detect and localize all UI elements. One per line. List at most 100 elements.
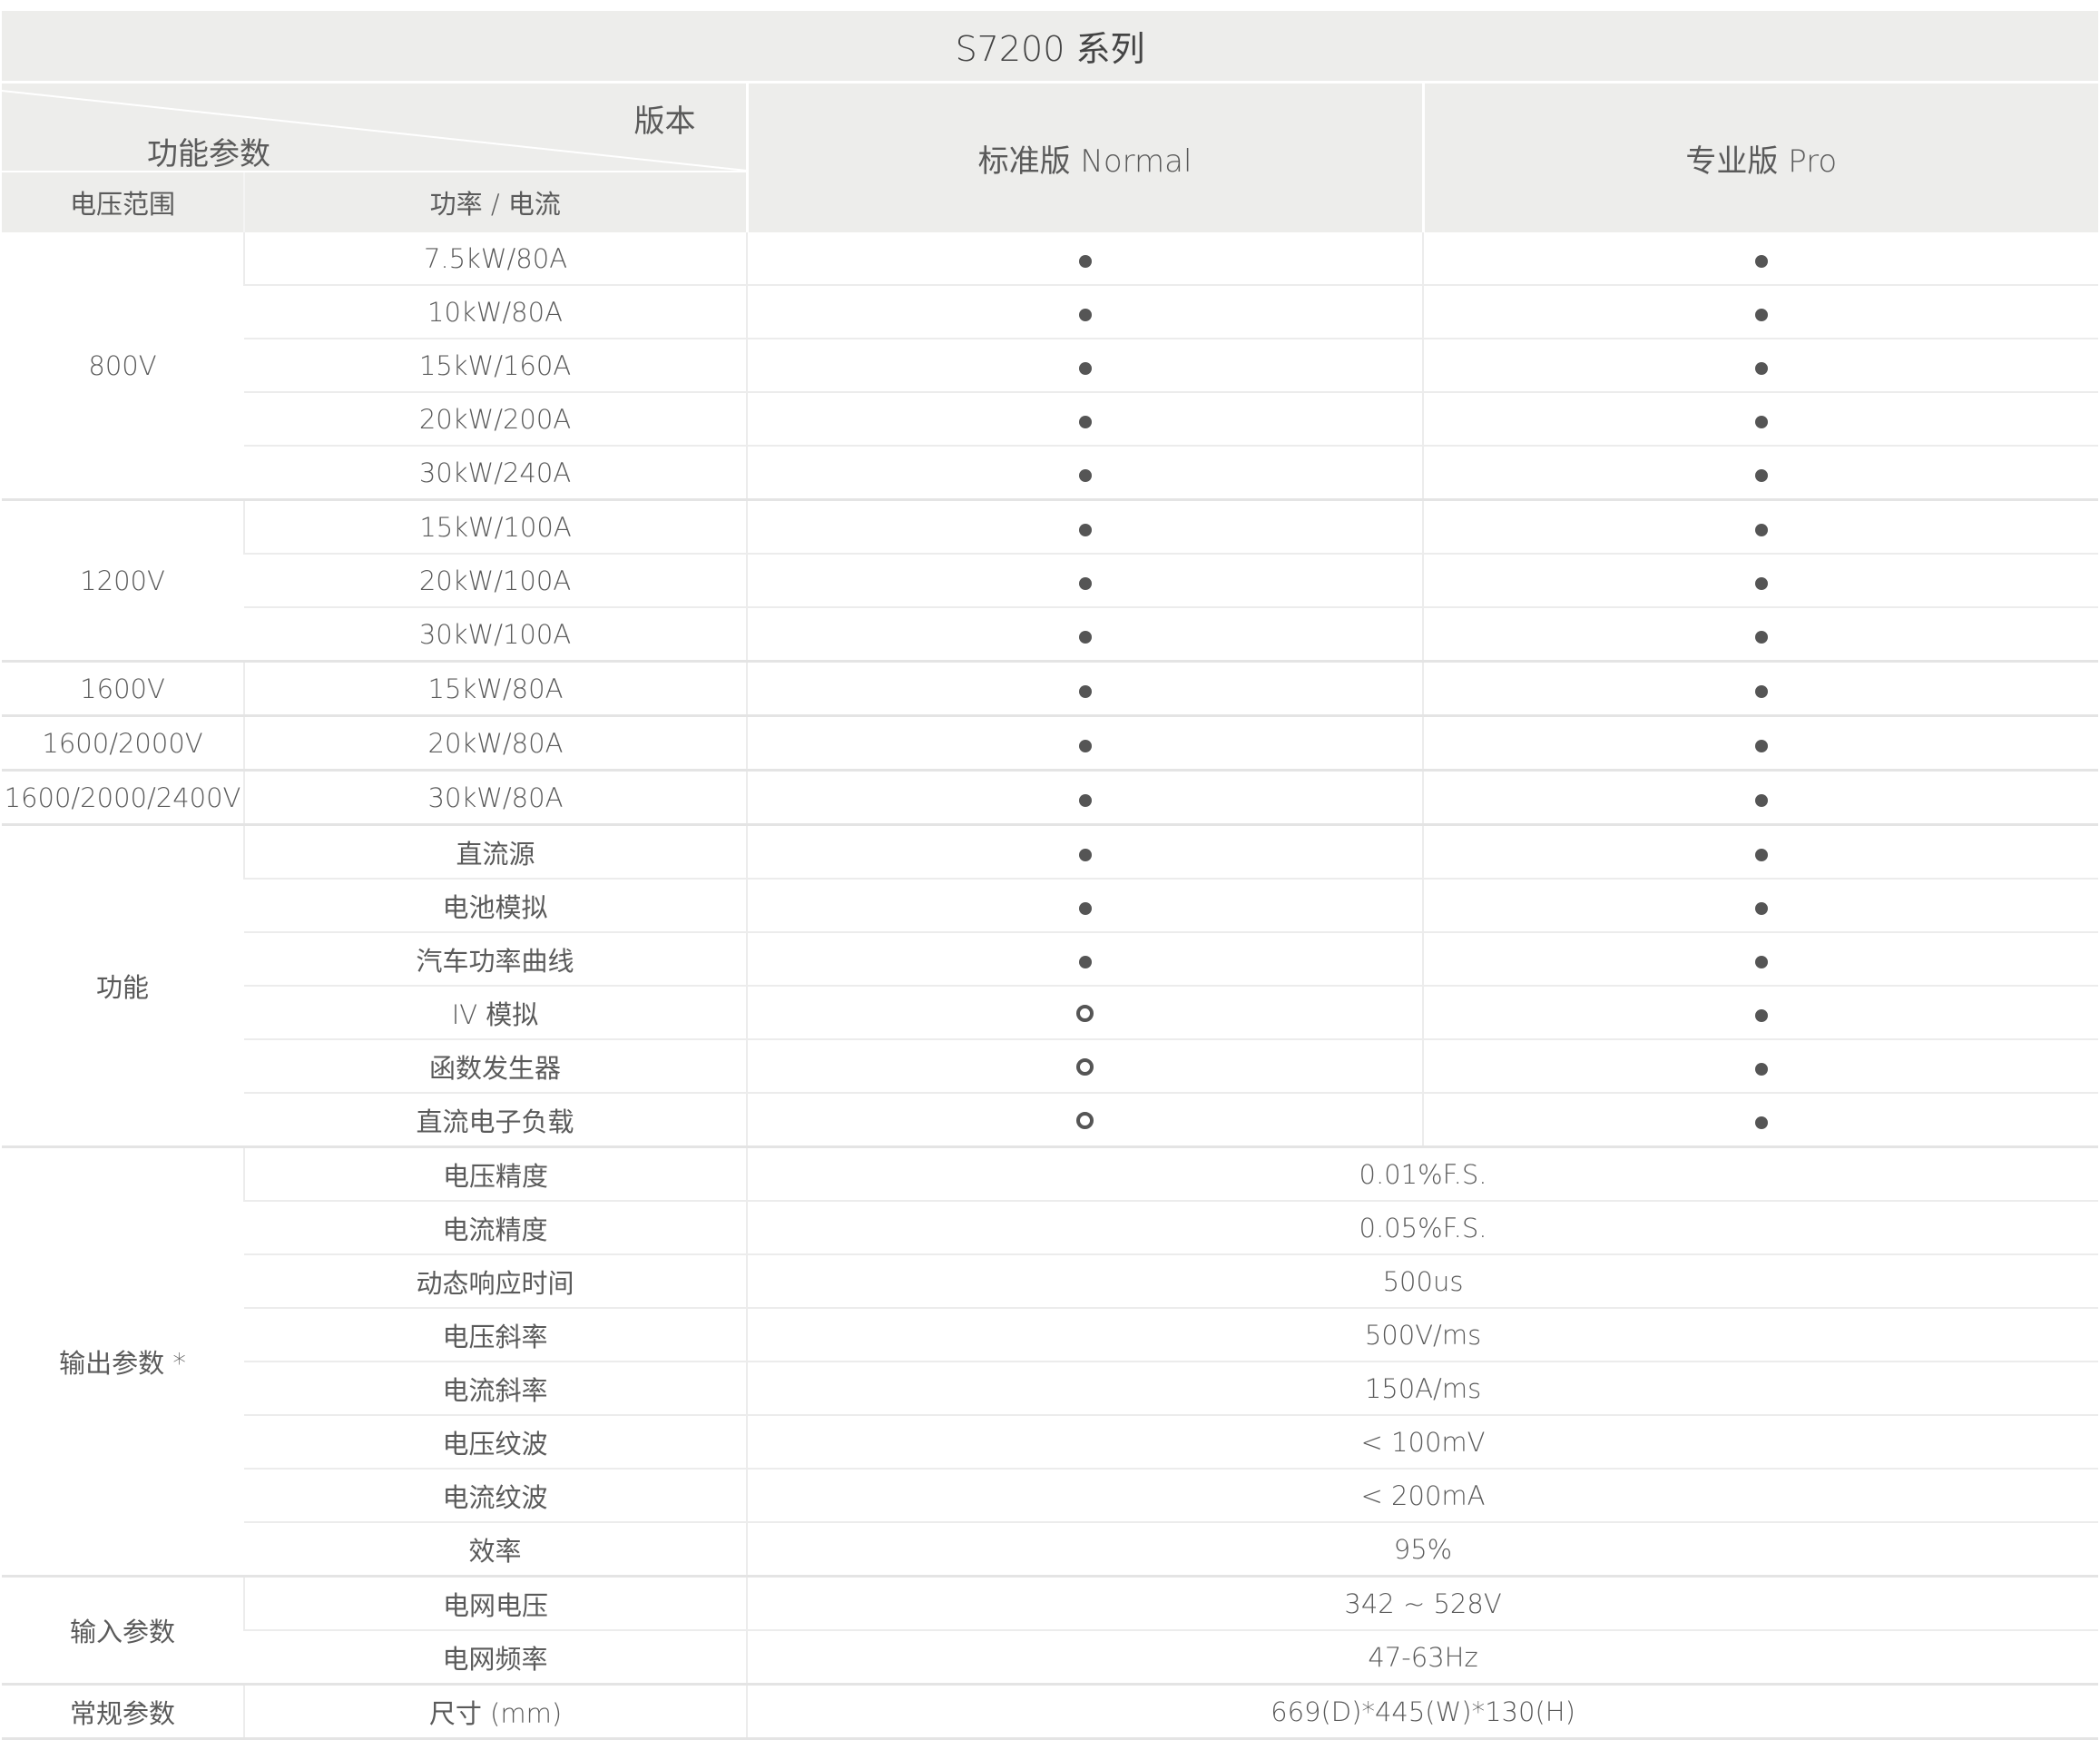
item-label: 电网频率 — [244, 1630, 747, 1686]
item-label: 7.5kW/80A — [243, 232, 747, 286]
group-label: 1600V — [2, 661, 244, 717]
table-row: 电池模拟 — [2, 879, 2099, 933]
spec-table: S7200 系列 版本 功能参数 标准版 Normal 专业版 Pro 电压范围… — [2, 11, 2099, 1740]
item-label: 尺寸 (mm) — [243, 1684, 747, 1740]
item-label: 20kW/100A — [244, 554, 747, 608]
table-row: 电压斜率 500V/ms — [2, 1308, 2099, 1362]
table-title: S7200 系列 — [2, 11, 2099, 84]
normal-support-cell — [746, 392, 1423, 447]
table-row: 1600/2000/2400V 30kW/80A — [2, 770, 2099, 826]
spec-value: 0.01%F.S. — [745, 1146, 2099, 1202]
item-label: 20kW/80A — [243, 715, 747, 772]
diagonal-header-cell: 版本 功能参数 — [2, 82, 747, 172]
item-label: 汽车功率曲线 — [244, 932, 747, 987]
table-row: 20kW/200A — [2, 392, 2099, 447]
item-label: 直流电子负载 — [244, 1093, 747, 1148]
table-row: 功能 直流源 — [2, 824, 2099, 1148]
pro-support-cell — [1421, 932, 2099, 987]
normal-support-cell — [746, 1039, 1423, 1094]
optional-ring-icon — [1076, 1111, 1094, 1129]
supported-dot-icon — [1754, 361, 1768, 375]
item-label: 10kW/80A — [244, 285, 747, 339]
pro-support-cell — [1421, 607, 2099, 663]
table-row: 电压纹波 < 100mV — [2, 1415, 2099, 1470]
pro-support-cell — [1421, 1093, 2099, 1148]
table-row: 函数发生器 — [2, 1039, 2099, 1094]
supported-dot-icon — [1078, 523, 1092, 536]
pro-support-cell — [1421, 1039, 2099, 1094]
spec-value: 47-63Hz — [745, 1630, 2099, 1686]
item-label: 电压精度 — [243, 1146, 747, 1202]
supported-dot-icon — [1754, 1008, 1768, 1022]
table-row: 1200V 15kW/100A — [2, 499, 2099, 663]
pro-support-cell — [1421, 824, 2099, 880]
table-row: 汽车功率曲线 — [2, 932, 2099, 987]
table-row: 常规参数 尺寸 (mm) 669(D)*445(W)*130(H) — [2, 1684, 2099, 1740]
item-label: 30kW/100A — [244, 607, 747, 663]
pro-support-cell — [1421, 446, 2099, 501]
pro-support-cell — [1421, 339, 2099, 393]
item-label: 电流纹波 — [244, 1469, 747, 1523]
table-row: 电流纹波 < 200mA — [2, 1469, 2099, 1523]
item-label: 30kW/240A — [244, 446, 747, 501]
normal-support-cell — [746, 932, 1423, 987]
table-row: 电流斜率 150A/ms — [2, 1362, 2099, 1416]
item-label: 函数发生器 — [244, 1039, 747, 1094]
table-row: 1600/2000V 20kW/80A — [2, 715, 2099, 772]
supported-dot-icon — [1078, 684, 1092, 698]
supported-dot-icon — [1078, 955, 1092, 968]
item-label: 15kW/160A — [244, 339, 747, 393]
item-label: 效率 — [244, 1522, 747, 1578]
normal-support-cell — [746, 986, 1423, 1040]
item-label: 动态响应时间 — [244, 1254, 747, 1309]
supported-dot-icon — [1754, 739, 1768, 752]
column-voltage-range: 电压范围 — [69, 189, 175, 220]
table-row: 1600V 15kW/80A — [2, 661, 2099, 717]
optional-ring-icon — [1076, 1004, 1094, 1022]
normal-support-cell — [746, 446, 1423, 501]
pro-support-cell — [1421, 986, 2099, 1040]
supported-dot-icon — [1754, 901, 1768, 915]
pro-support-cell — [1421, 879, 2099, 933]
group-label: 1200V — [2, 499, 244, 663]
table-row: IV 模拟 — [2, 986, 2099, 1040]
group-label: 输入参数 — [2, 1576, 244, 1686]
spec-value: 95% — [745, 1522, 2099, 1578]
spec-value: 0.05%F.S. — [745, 1201, 2099, 1255]
group-label: 功能 — [2, 824, 244, 1148]
normal-support-cell — [746, 607, 1423, 663]
supported-dot-icon — [1754, 415, 1768, 428]
version-label: 版本 — [633, 103, 696, 140]
supported-dot-icon — [1078, 576, 1092, 590]
spec-table-container: S7200 系列 版本 功能参数 标准版 Normal 专业版 Pro 电压范围… — [2, 11, 2099, 1740]
supported-dot-icon — [1754, 955, 1768, 968]
item-label: 20kW/200A — [244, 392, 747, 447]
normal-support-cell — [746, 770, 1423, 826]
table-row: 电网频率 47-63Hz — [2, 1630, 2099, 1686]
spec-value: < 100mV — [745, 1415, 2099, 1470]
item-label: 电网电压 — [243, 1576, 747, 1631]
supported-dot-icon — [1754, 848, 1768, 861]
table-row: 直流电子负载 — [2, 1093, 2099, 1148]
table-row: 10kW/80A — [2, 285, 2099, 339]
normal-support-cell — [746, 554, 1423, 608]
supported-dot-icon — [1078, 468, 1092, 482]
supported-dot-icon — [1754, 254, 1768, 268]
pro-support-cell — [1421, 232, 2099, 286]
group-label: 常规参数 — [2, 1684, 244, 1740]
table-row: 20kW/100A — [2, 554, 2099, 608]
table-row: 电流精度 0.05%F.S. — [2, 1201, 2099, 1255]
table-row: 800V 7.5kW/80A — [2, 232, 2099, 501]
normal-support-cell — [746, 879, 1423, 933]
normal-support-cell — [746, 715, 1423, 772]
supported-dot-icon — [1078, 630, 1092, 644]
normal-support-cell — [746, 499, 1423, 555]
item-label: 电池模拟 — [244, 879, 747, 933]
spec-value: 150A/ms — [745, 1362, 2099, 1416]
group-label: 输出参数 * — [2, 1146, 244, 1578]
supported-dot-icon — [1754, 630, 1768, 644]
spec-value: 342 ~ 528V — [745, 1576, 2099, 1631]
pro-support-cell — [1421, 554, 2099, 608]
table-row: 输入参数 电网电压 342 ~ 528V — [2, 1576, 2099, 1686]
supported-dot-icon — [1754, 684, 1768, 698]
